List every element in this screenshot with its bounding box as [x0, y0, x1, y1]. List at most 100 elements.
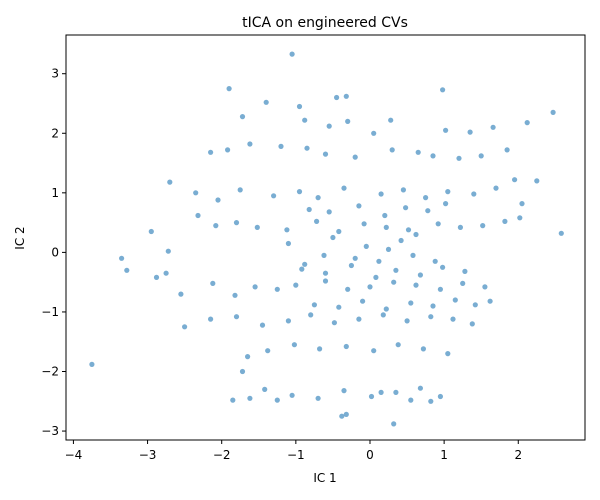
data-point: [274, 286, 280, 292]
data-point: [490, 124, 496, 130]
data-point: [385, 246, 392, 252]
data-point: [383, 306, 389, 312]
data-point: [285, 318, 291, 324]
data-point: [262, 386, 268, 392]
data-point: [322, 151, 329, 157]
data-point: [472, 302, 478, 308]
points-layer: [89, 51, 564, 427]
data-point: [215, 197, 221, 203]
data-point: [517, 215, 523, 221]
data-point: [452, 297, 458, 303]
data-point: [440, 87, 446, 93]
data-point: [417, 272, 423, 278]
data-point: [428, 314, 434, 320]
data-point: [360, 298, 366, 304]
data-point: [400, 187, 406, 193]
data-point: [440, 264, 446, 270]
data-point: [471, 191, 477, 197]
data-point: [153, 274, 160, 280]
data-point: [225, 147, 231, 153]
data-point: [356, 203, 362, 209]
data-point: [341, 185, 347, 191]
data-point: [291, 342, 297, 348]
data-point: [317, 346, 323, 352]
data-point: [352, 154, 358, 160]
data-point: [271, 193, 277, 199]
data-point: [371, 130, 377, 136]
data-point: [89, 361, 95, 367]
x-tick-label: 0: [366, 448, 374, 462]
data-point: [550, 109, 556, 115]
data-point: [403, 205, 409, 211]
x-tick-label: −3: [139, 448, 157, 462]
data-point: [382, 212, 388, 219]
data-point: [437, 393, 443, 400]
data-point: [428, 398, 434, 404]
data-point: [413, 231, 419, 238]
data-point: [425, 208, 431, 214]
data-point: [289, 392, 295, 398]
data-point: [445, 189, 451, 195]
data-point: [330, 234, 336, 241]
data-point: [339, 413, 345, 419]
data-point: [450, 316, 456, 322]
data-point: [226, 86, 232, 92]
data-point: [274, 397, 280, 403]
data-point: [345, 286, 351, 292]
data-point: [167, 179, 173, 185]
data-point: [456, 155, 462, 161]
data-point: [430, 153, 436, 159]
data-point: [302, 117, 308, 123]
data-point: [322, 270, 329, 276]
data-point: [302, 261, 308, 267]
y-tick-label: 1: [51, 186, 59, 200]
data-point: [493, 185, 499, 191]
data-point: [511, 177, 518, 183]
data-point: [380, 312, 386, 318]
y-tick-label: −2: [41, 365, 59, 379]
data-point: [388, 117, 394, 123]
data-point: [393, 267, 399, 273]
x-tick-label: −1: [287, 448, 305, 462]
data-point: [119, 255, 125, 261]
data-point: [293, 282, 299, 288]
data-point: [487, 298, 493, 304]
data-point: [361, 221, 367, 227]
data-point: [423, 195, 429, 201]
data-point: [296, 103, 303, 110]
data-point: [389, 147, 395, 153]
data-point: [245, 354, 251, 360]
data-point: [437, 286, 443, 292]
y-tick-label: 3: [51, 67, 59, 81]
chart-title: tICA on engineered CVs: [242, 15, 408, 31]
data-point: [289, 51, 295, 57]
x-axis-label: IC 1: [313, 471, 336, 485]
data-point: [326, 209, 332, 215]
data-point: [208, 316, 214, 322]
data-point: [367, 284, 373, 290]
y-tick-label: −3: [41, 424, 59, 438]
y-tick-label: 0: [51, 245, 59, 259]
data-point: [252, 284, 258, 290]
data-point: [352, 255, 358, 261]
data-point: [445, 351, 451, 357]
data-point: [193, 190, 199, 196]
data-point: [558, 230, 564, 236]
data-point: [247, 141, 253, 147]
data-point: [457, 224, 463, 230]
data-point: [373, 274, 379, 280]
x-tick-label: 2: [514, 448, 522, 462]
y-tick-label: 2: [51, 126, 59, 140]
data-point: [462, 268, 468, 274]
data-point: [237, 187, 243, 193]
data-point: [460, 280, 466, 286]
data-point: [343, 93, 349, 99]
data-point: [432, 258, 438, 264]
data-point: [363, 243, 369, 249]
data-point: [195, 212, 201, 219]
data-point: [321, 252, 327, 258]
data-point: [343, 343, 349, 350]
data-point: [404, 318, 410, 324]
data-point: [247, 395, 253, 401]
data-point: [124, 267, 130, 273]
